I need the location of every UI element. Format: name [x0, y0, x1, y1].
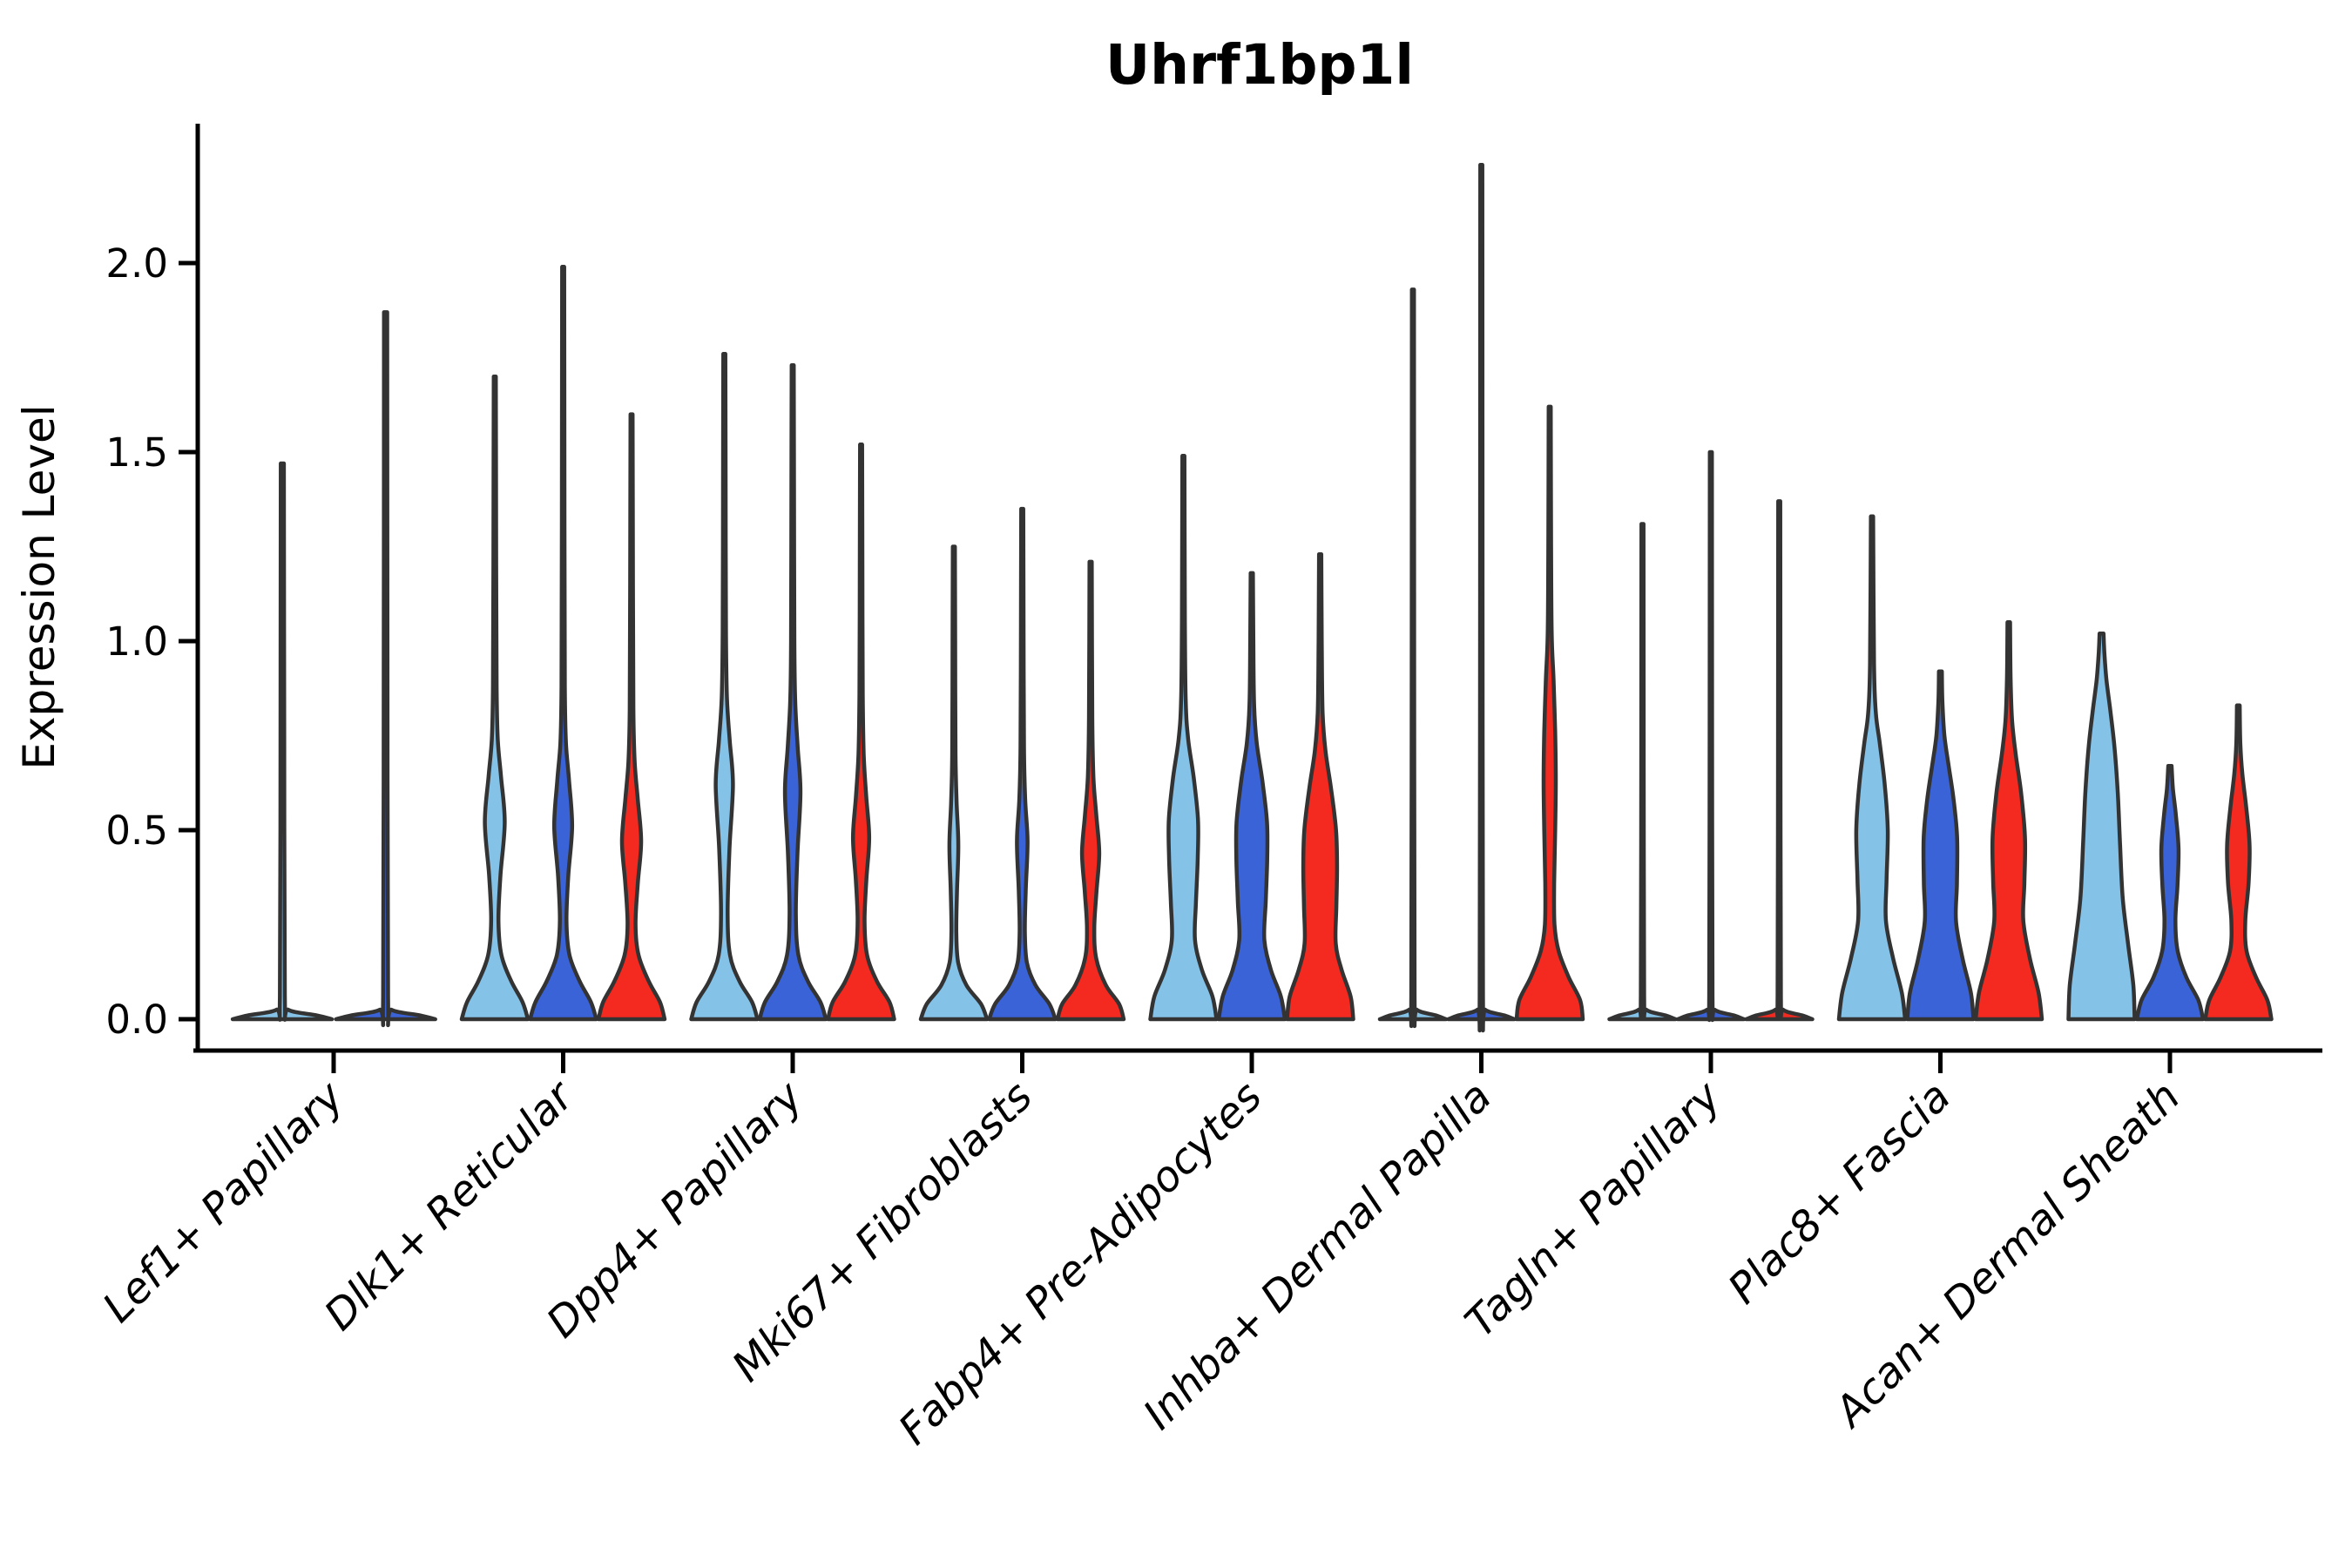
violin-acan-dermal-sheath-s2 — [2134, 763, 2206, 1022]
x-category-label: Dpp4+ Papillary — [537, 1071, 813, 1347]
x-category-label: Tagln+ Papillary — [1456, 1071, 1731, 1347]
violin-acan-dermal-sheath-s1 — [2066, 632, 2137, 1022]
axes-layer — [193, 124, 2322, 1053]
violin-tagln-papillary-s2 — [1675, 449, 1747, 1023]
violin-tagln-papillary-s3 — [1744, 499, 1815, 1022]
violin-dpp4-papillary-s1 — [689, 351, 760, 1022]
y-tick-label: 1.0 — [105, 618, 168, 665]
violin-lef1-papillary-s2 — [334, 310, 437, 1027]
violin-inhba-dermal-papilla-s1 — [1377, 287, 1449, 1028]
violin-dlk1-reticular-s2 — [528, 265, 598, 1022]
violin-lef1-papillary-s1 — [230, 461, 335, 1022]
violin-fabp4-pre-adipocytes-s2 — [1216, 571, 1288, 1022]
violin-inhba-dermal-papilla-s3 — [1514, 404, 1585, 1022]
violin-mki67-fibroblasts-s3 — [1055, 559, 1126, 1022]
violin-mki67-fibroblasts-s1 — [918, 544, 990, 1022]
violin-inhba-dermal-papilla-s2 — [1446, 162, 1517, 1033]
violin-dlk1-reticular-s1 — [459, 374, 531, 1022]
violin-fabp4-pre-adipocytes-s3 — [1285, 551, 1355, 1022]
violin-plac8-fascia-s1 — [1836, 514, 1908, 1022]
violin-dlk1-reticular-s3 — [596, 412, 667, 1022]
violin-plac8-fascia-s2 — [1905, 669, 1976, 1022]
violin-plac8-fascia-s3 — [1973, 620, 2044, 1022]
violin-dpp4-papillary-s3 — [826, 443, 896, 1022]
x-category-label: Dlk1+ Reticular — [315, 1071, 585, 1341]
y-tick-label: 0.5 — [105, 808, 168, 854]
x-category-label: Fabp4+ Pre-Adipocytes — [889, 1072, 1272, 1455]
y-axis-label: Expression Level — [14, 404, 64, 769]
x-category-label: Plac8+ Fascia — [1719, 1072, 1960, 1314]
chart-title: Uhrf1bp1l — [1105, 33, 1414, 97]
violin-acan-dermal-sheath-s3 — [2203, 703, 2274, 1022]
x-category-label: Lef1+ Papillary — [93, 1071, 354, 1332]
violin-dpp4-papillary-s2 — [757, 362, 828, 1022]
y-tick-label: 2.0 — [105, 240, 168, 287]
y-tick-label: 1.5 — [105, 429, 168, 476]
violin-tagln-papillary-s1 — [1607, 522, 1678, 1022]
violin-mki67-fibroblasts-s2 — [987, 506, 1058, 1022]
violins-layer — [230, 162, 2274, 1033]
y-tick-label: 0.0 — [105, 997, 168, 1043]
violin-fabp4-pre-adipocytes-s1 — [1148, 454, 1219, 1022]
